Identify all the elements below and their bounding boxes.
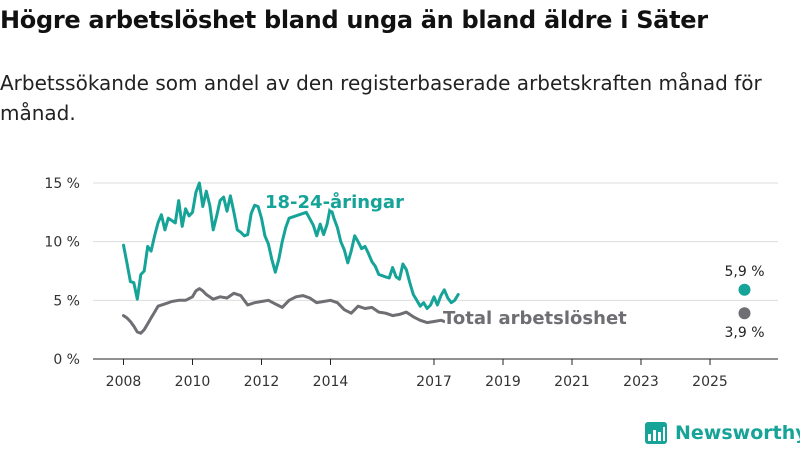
- youth-end-value: 5,9 %: [724, 264, 764, 280]
- x-tick-label: 2010: [175, 374, 211, 390]
- x-tick-label: 2021: [554, 374, 590, 390]
- y-tick-label: 0 %: [53, 352, 80, 368]
- newsworthy-logo: Newsworthy: [645, 420, 800, 446]
- x-tick-label: 2014: [313, 374, 349, 390]
- y-tick-label: 15 %: [44, 176, 80, 192]
- x-tick-label: 2008: [106, 374, 142, 390]
- x-tick-label: 2012: [244, 374, 280, 390]
- grid: [93, 182, 778, 360]
- youth-series-line: [122, 181, 460, 310]
- y-tick-label: 5 %: [53, 293, 80, 309]
- youth-end-marker: [738, 283, 751, 296]
- x-tick-label: 2025: [692, 374, 728, 390]
- series: [122, 181, 460, 335]
- total-end-marker: [738, 307, 751, 320]
- annotations: 18-24-åringar Total arbetslöshet 5,9 % 3,9 …: [263, 189, 765, 342]
- x-axis-labels: 2008 2010 2012 2014 2017 2019 2021 2023 2025: [106, 359, 728, 390]
- chart-subtitle: Arbetssökande som andel av den registerb…: [0, 71, 762, 125]
- brand-name: Newsworthy: [675, 422, 800, 444]
- youth-series-label: 18-24-åringar: [265, 191, 404, 213]
- x-tick-label: 2023: [623, 374, 659, 390]
- total-series-line: [122, 287, 457, 335]
- y-axis-labels: 0 % 5 % 10 % 15 %: [44, 176, 80, 368]
- y-tick-label: 10 %: [44, 235, 80, 251]
- chart-title: Högre arbetslöshet bland unga än bland ä…: [0, 6, 708, 34]
- newsworthy-logo-icon: [645, 422, 667, 444]
- total-end-value: 3,9 %: [724, 325, 764, 341]
- x-tick-label: 2019: [485, 374, 521, 390]
- x-tick-label: 2017: [416, 374, 452, 390]
- total-series-label: Total arbetslöshet: [443, 308, 627, 329]
